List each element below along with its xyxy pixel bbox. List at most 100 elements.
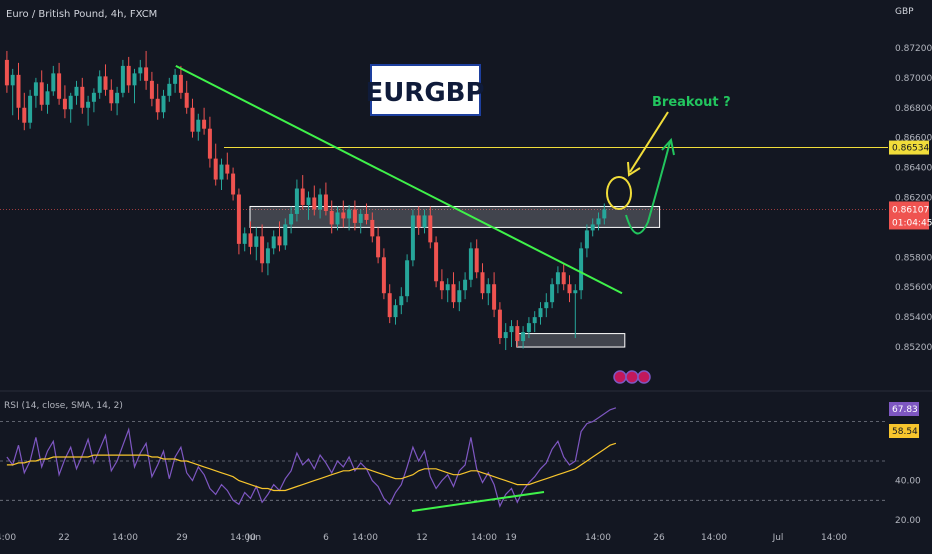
candle [202,119,207,129]
candle [515,326,520,342]
candle [573,290,578,294]
candle [207,128,212,159]
price-tick-label: 0.86400 [895,164,932,174]
candle [33,82,38,96]
candle [555,272,560,285]
candle [596,218,601,225]
price-tick-label: 0.87000 [895,74,932,84]
candle [579,248,584,291]
rsi-divergence-line [411,491,545,512]
candle [602,209,607,219]
candle [497,309,502,339]
candle [364,213,369,220]
candle [161,95,166,113]
candle [457,290,462,303]
candle [376,236,381,258]
candle [538,308,543,318]
price-tick-label: 0.85800 [895,253,932,263]
candle [149,80,154,99]
candle [86,101,91,108]
candle [225,164,230,174]
symbol-name: Euro / British Pound [6,9,105,20]
rsi-ma-line [6,442,617,492]
annotation-arrowhead [627,161,641,177]
breakout-annotation: Breakout ? [652,95,731,110]
candle [167,83,172,96]
candle [463,279,468,291]
candle [451,284,456,303]
time-tick-label: Jun [246,533,261,543]
price-tick-label: 0.86800 [895,104,932,114]
candle [584,230,589,249]
candle [486,284,491,294]
price-tick-label: 0.87200 [895,44,932,54]
candle [503,332,508,339]
time-tick-label: Jul [772,533,784,543]
candle [405,260,410,297]
candle [393,305,398,318]
event-flag-icon [637,370,651,384]
time-tick-label: 29 [176,533,188,543]
rsi-value-label: 67.83 [892,405,918,415]
support-zone [516,333,626,348]
countdown-label: 01:04:45 [892,218,932,228]
price-tick-label: 0.85600 [895,283,932,293]
candle [550,284,555,303]
candle [358,213,363,223]
event-flag-icon [613,370,627,384]
candle [231,173,236,195]
candle [236,194,241,244]
candle [323,194,328,211]
candle [248,233,253,247]
candle [509,326,514,333]
candle [294,188,299,214]
candle [254,236,259,247]
breakout-circle [606,176,632,210]
candle [132,73,137,86]
candle [399,296,404,306]
candle [138,67,143,74]
candle [532,317,537,324]
candle [115,92,120,104]
candle [428,215,433,243]
candle [312,197,317,210]
candle [51,73,56,92]
rsi-value-tag [889,402,919,416]
candle [242,233,247,244]
candle [213,158,218,180]
candle [341,212,346,219]
candle [445,284,450,291]
time-tick-label: 14:00 [585,533,611,543]
candle [109,89,114,104]
candle [410,215,415,261]
candle [126,65,131,86]
trendline [175,65,623,295]
candle [173,74,178,84]
candle [329,210,334,225]
rsi-line [6,407,617,508]
candle [120,65,125,93]
candle [370,219,375,237]
price-tick-label: 0.86600 [895,134,932,144]
candle [544,302,549,309]
candle [97,76,102,93]
last-price-tag [889,201,929,230]
candle [387,293,392,318]
candle [416,215,421,228]
support-zone [249,205,661,228]
candle [219,164,224,180]
event-flag-icon [625,370,639,384]
time-tick-label: 14:00 [230,533,256,543]
candle [4,59,9,86]
candle [62,98,67,110]
rsi-ma-label: 58.54 [892,427,918,437]
candle [91,92,96,102]
projection-curve [625,141,671,235]
candle [352,209,357,223]
candle [16,74,21,108]
rsi-tick-label: 40.00 [895,477,921,487]
time-tick-label: 6 [323,533,329,543]
candle [567,284,572,294]
